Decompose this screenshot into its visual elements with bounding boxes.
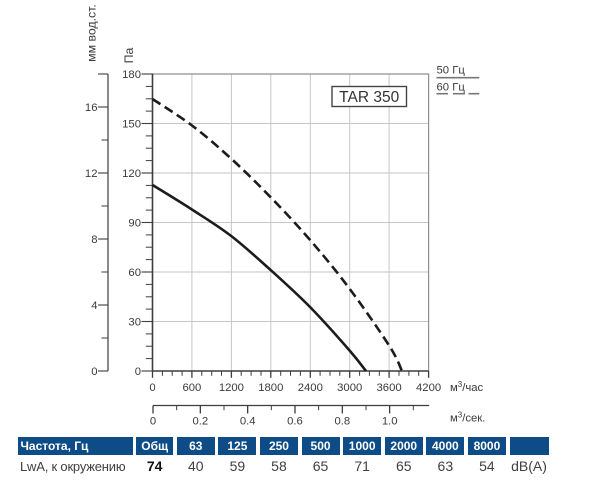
svg-text:Па: Па xyxy=(122,48,136,64)
svg-text:4: 4 xyxy=(91,300,97,312)
svg-text:60 Гц: 60 Гц xyxy=(437,82,466,94)
svg-text:1.0: 1.0 xyxy=(382,416,398,428)
svg-text:50 Гц: 50 Гц xyxy=(437,65,466,77)
svg-text:0.2: 0.2 xyxy=(192,416,208,428)
svg-text:0.4: 0.4 xyxy=(240,416,256,428)
svg-text:16: 16 xyxy=(85,102,98,114)
svg-text:TAR 350: TAR 350 xyxy=(339,89,399,106)
svg-text:3000: 3000 xyxy=(337,382,362,394)
svg-text:30: 30 xyxy=(128,317,141,329)
svg-text:0: 0 xyxy=(149,382,155,394)
svg-text:мм вод.ст.: мм вод.ст. xyxy=(85,4,99,62)
svg-text:150: 150 xyxy=(122,119,141,131)
svg-text:1800: 1800 xyxy=(258,382,283,394)
svg-text:120: 120 xyxy=(122,168,141,180)
svg-text:3600: 3600 xyxy=(377,382,402,394)
svg-text:0: 0 xyxy=(135,366,141,378)
svg-text:60: 60 xyxy=(128,267,141,279)
svg-text:1200: 1200 xyxy=(219,382,244,394)
svg-text:0: 0 xyxy=(91,366,97,378)
svg-text:12: 12 xyxy=(85,168,98,180)
svg-text:м3/час: м3/час xyxy=(450,380,484,394)
svg-text:м3/сек.: м3/сек. xyxy=(450,411,485,425)
svg-text:2400: 2400 xyxy=(298,382,323,394)
svg-text:0.6: 0.6 xyxy=(287,416,303,428)
svg-text:180: 180 xyxy=(122,69,141,81)
svg-text:90: 90 xyxy=(128,218,141,230)
svg-text:8: 8 xyxy=(91,234,97,246)
svg-text:4200: 4200 xyxy=(416,382,441,394)
svg-text:0.8: 0.8 xyxy=(334,416,350,428)
svg-text:0: 0 xyxy=(150,416,156,428)
svg-text:600: 600 xyxy=(182,382,201,394)
